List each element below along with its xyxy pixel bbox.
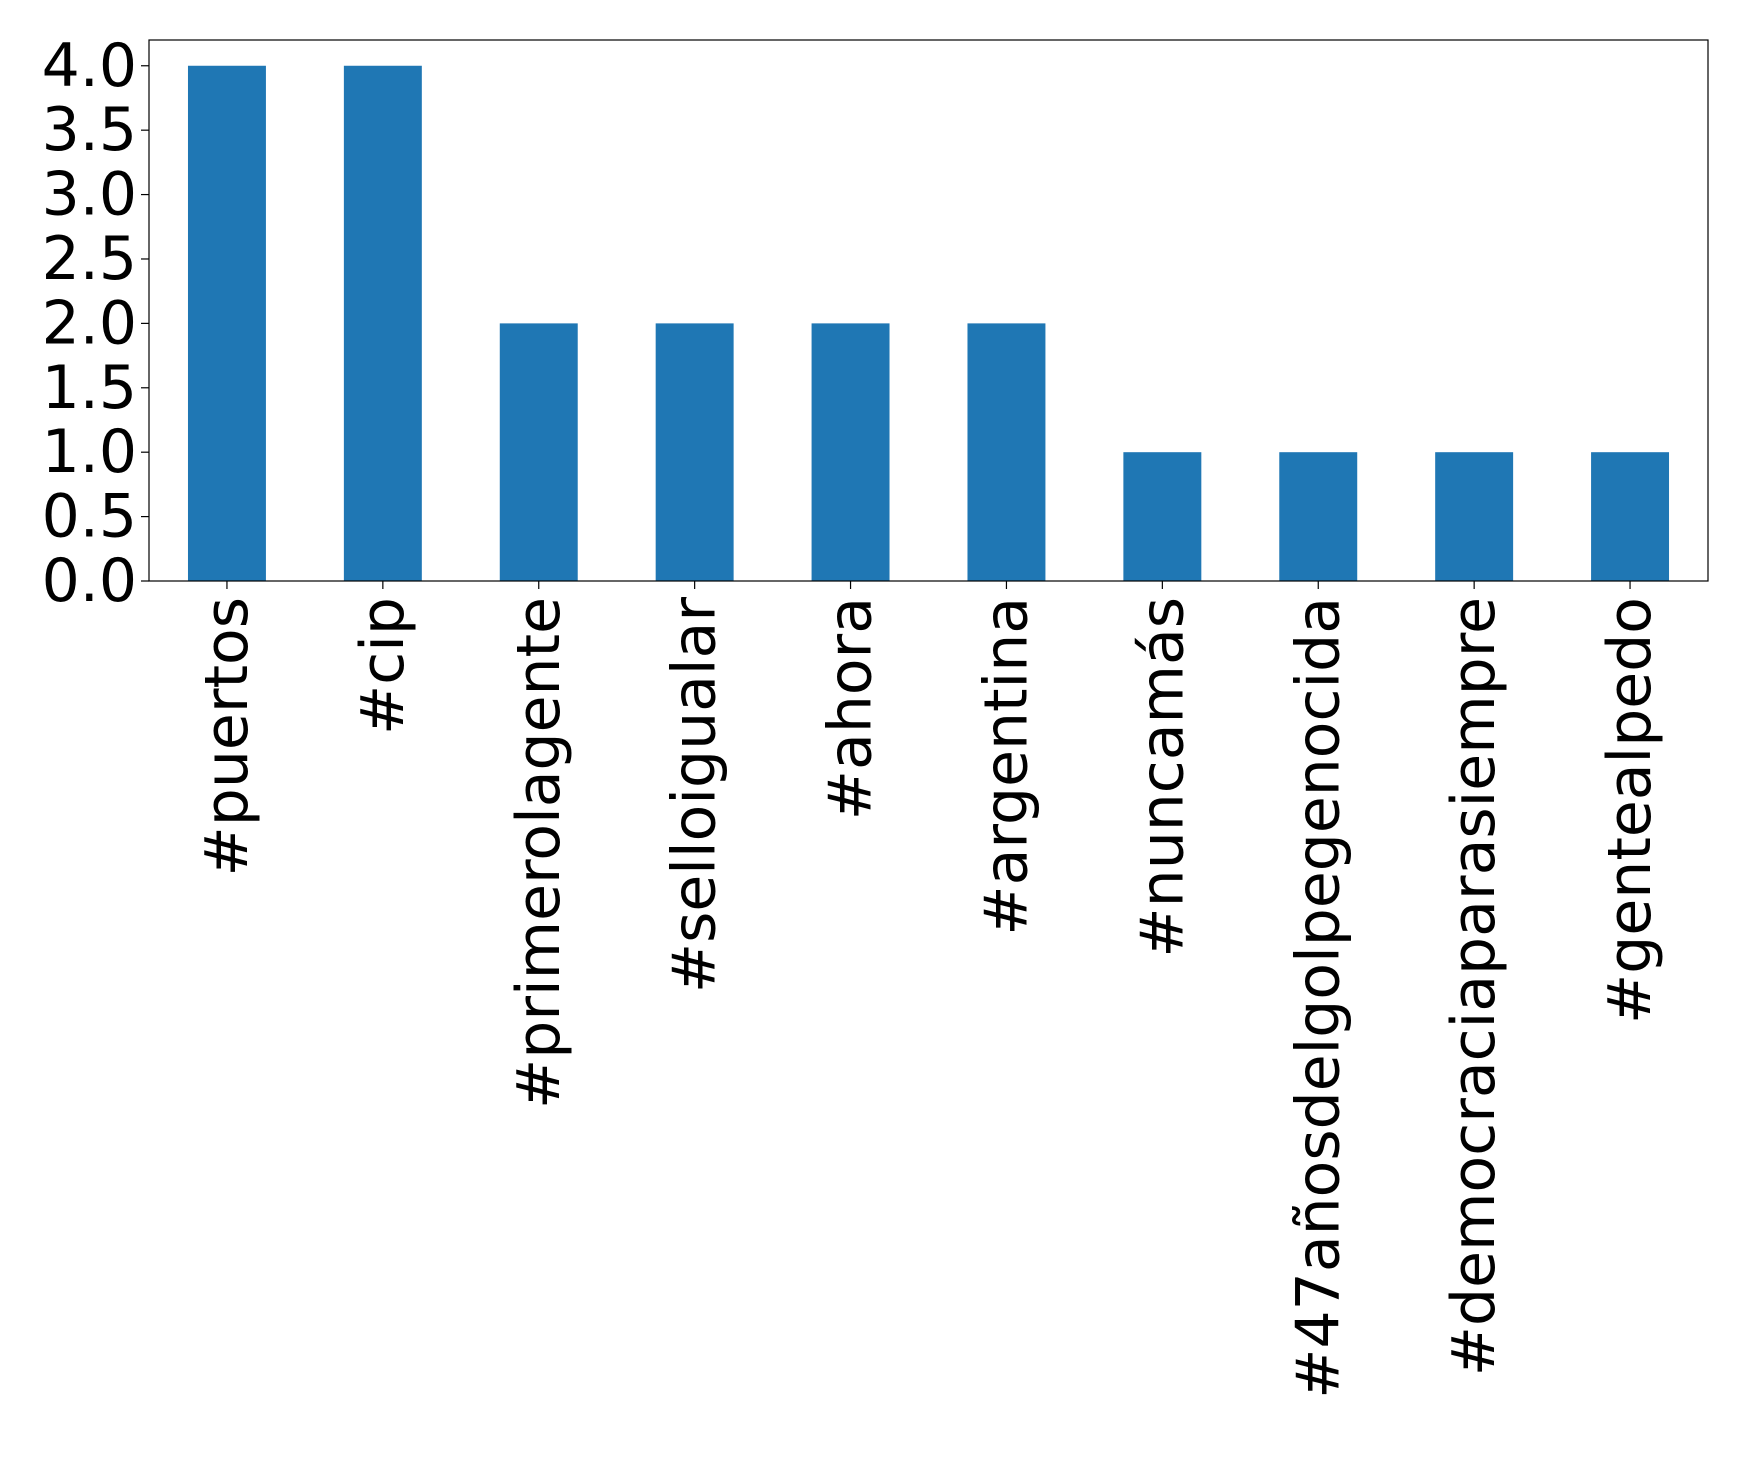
bar	[811, 323, 890, 581]
x-tick-label: #nuncamás	[1127, 597, 1197, 958]
y-tick-label: 2.5	[42, 224, 137, 294]
y-tick-label: 0.0	[42, 546, 137, 616]
y-tick-label: 1.5	[42, 353, 137, 423]
x-tick-label: #democraciaparasiempre	[1439, 597, 1509, 1376]
bar	[1591, 452, 1670, 581]
y-tick-label: 2.0	[42, 288, 137, 358]
bar	[1279, 452, 1358, 581]
bar	[967, 323, 1046, 581]
bar	[655, 323, 734, 581]
y-tick-label: 0.5	[42, 482, 137, 552]
x-tick-label: #puertos	[192, 597, 262, 876]
y-tick-label: 1.0	[42, 417, 137, 487]
y-tick-label: 3.0	[42, 160, 137, 230]
x-tick-label: #cip	[348, 597, 418, 735]
bar	[499, 323, 578, 581]
x-tick-label: #argentina	[971, 597, 1041, 936]
y-tick-label: 3.5	[42, 95, 137, 165]
bar	[343, 65, 422, 581]
bar	[1435, 452, 1514, 581]
x-tick-label: #selloigualar	[660, 597, 730, 993]
x-tick-label: #ahora	[816, 597, 886, 820]
bar	[1123, 452, 1202, 581]
plot-frame	[148, 39, 1709, 582]
bar	[187, 65, 266, 581]
x-tick-label: #gentealpedo	[1595, 597, 1665, 1024]
x-tick-label: #47añosdelgolpegenocida	[1283, 597, 1353, 1399]
y-tick-label: 4.0	[42, 31, 137, 101]
x-tick-label: #primerolagente	[504, 597, 574, 1109]
